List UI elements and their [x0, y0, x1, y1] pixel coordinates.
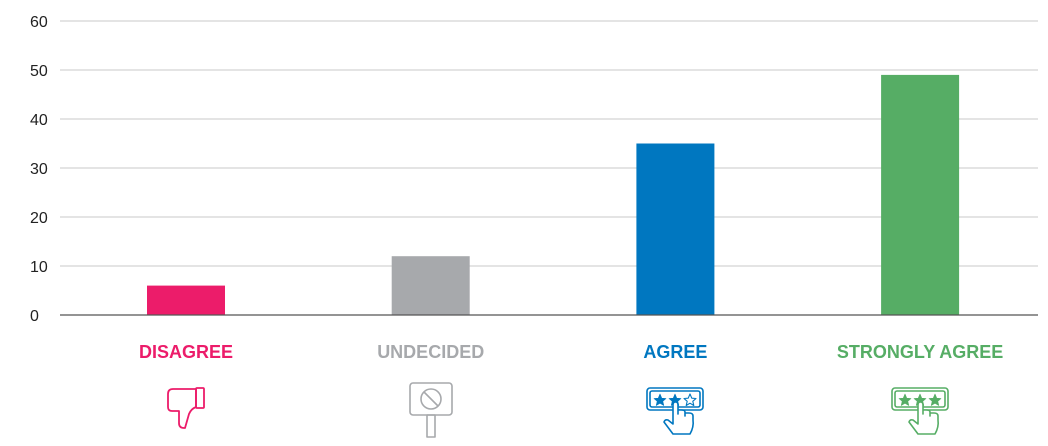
y-tick-label: 20 — [30, 210, 48, 227]
bar-strongly-agree — [881, 74, 960, 316]
y-tick-label: 60 — [30, 14, 48, 31]
category-label: STRONGLY AGREE — [837, 342, 1003, 362]
three-star-rating-icon — [646, 387, 704, 435]
y-tick-label: 10 — [30, 259, 48, 276]
y-tick-label: 30 — [30, 161, 48, 178]
category-label: UNDECIDED — [377, 342, 484, 362]
y-tick-label: 40 — [30, 112, 48, 129]
category-label: DISAGREE — [139, 342, 233, 362]
y-axis-ticks: 0 10 20 30 40 50 60 — [30, 14, 48, 325]
y-tick-label: 50 — [30, 63, 48, 80]
category-labels: DISAGREE UNDECIDED AGREE STRONGLY AGREE — [139, 342, 1003, 362]
bar-agree — [636, 143, 715, 315]
y-tick-label: 0 — [30, 308, 39, 325]
three-star-rating-icon-2 — [891, 387, 949, 435]
bar-undecided — [391, 256, 470, 315]
category-label: AGREE — [643, 342, 707, 362]
bars — [147, 74, 960, 316]
gridlines — [60, 20, 1038, 267]
bar-disagree — [147, 285, 225, 315]
thumbs-down-icon — [167, 387, 205, 429]
no-sign-icon — [409, 382, 453, 438]
